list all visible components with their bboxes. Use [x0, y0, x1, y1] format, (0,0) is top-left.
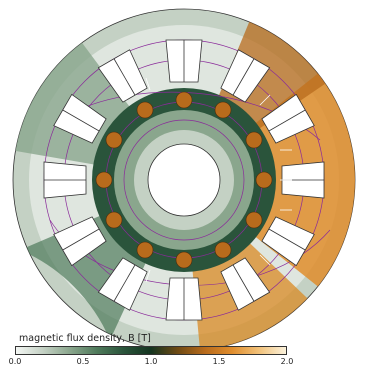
tick-label: 0.5	[76, 357, 90, 366]
tick-label: 1.0	[144, 357, 158, 366]
tick-label: 2.0	[280, 357, 294, 366]
windings	[43, 39, 325, 321]
tick-label: 0.0	[8, 357, 22, 366]
flux-arrows	[145, 77, 292, 283]
colorbar	[15, 346, 287, 355]
shaft	[147, 143, 221, 217]
tick-label: 1.5	[212, 357, 226, 366]
rotor-slots	[95, 91, 273, 269]
legend-title: magnetic flux density, B [T]	[19, 333, 151, 344]
